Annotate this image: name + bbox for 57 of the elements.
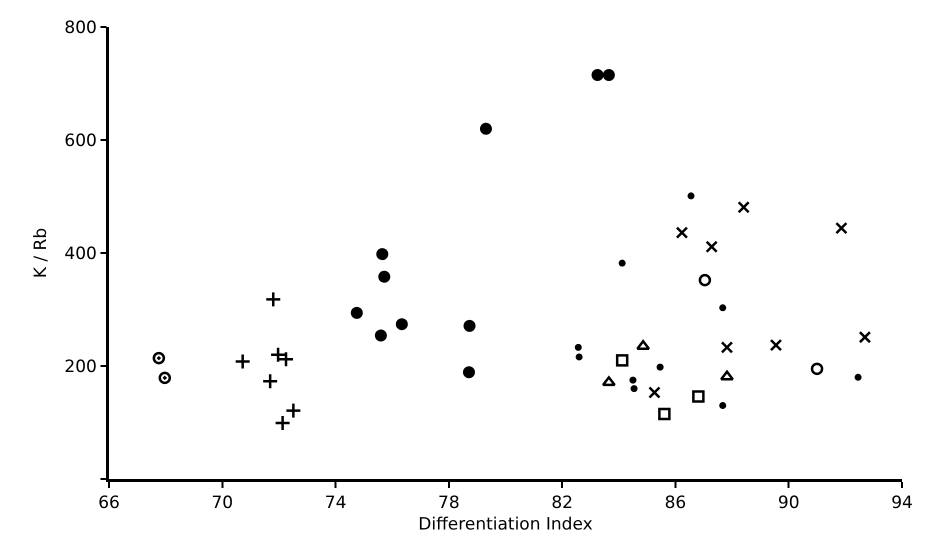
x-tick-label: 78 [438,493,460,514]
y-axis-title: K / Rb [30,228,51,278]
point [462,366,475,378]
x-tick-label: 86 [664,493,686,514]
point [720,341,734,354]
x-tick-label: 70 [211,493,234,514]
point [676,226,688,239]
point [376,248,388,260]
point [858,330,872,344]
point [648,386,661,399]
point [374,329,387,342]
point [378,270,390,283]
point [629,376,636,384]
point [692,390,705,403]
point [688,192,695,200]
point [262,373,278,390]
point [350,306,363,319]
y-tick-label: 600 [64,130,97,151]
point [602,376,616,386]
point [636,340,650,350]
point [737,200,750,214]
point [592,69,604,82]
point [705,240,718,254]
x-tick-label: 66 [98,493,120,514]
point [265,291,282,308]
point [234,353,251,370]
x-tick-label: 94 [891,493,913,514]
x-tick-label: 74 [324,493,346,514]
point [616,354,628,367]
point [835,222,848,234]
point [285,402,302,419]
point [658,408,671,420]
point [698,274,712,286]
point [158,372,172,384]
point [719,402,726,410]
point [480,122,492,135]
point [574,344,582,351]
x-axis-title: Differentiation Index [418,514,593,535]
point [396,318,408,330]
point [618,260,626,267]
point [602,69,615,82]
point [719,304,726,312]
point [770,338,782,352]
point [854,374,862,381]
point [630,385,638,392]
point [274,414,291,432]
point [656,364,664,371]
point [810,362,824,376]
point [152,352,166,364]
y-tick-label: 200 [64,356,97,377]
point [576,353,583,360]
point [720,370,734,380]
y-tick-label: 400 [64,244,97,264]
point [464,320,476,332]
x-tick-label: 90 [778,493,800,514]
y-tick-label: 800 [64,18,97,38]
x-tick-label: 82 [551,493,573,514]
